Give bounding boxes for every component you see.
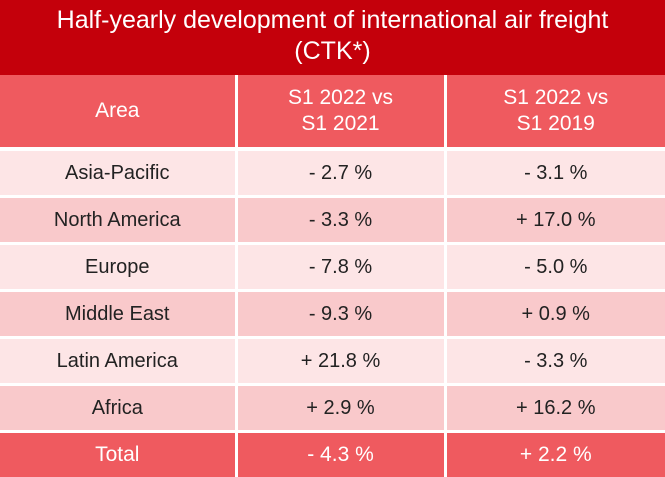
cell-vs-2019: + 0.9 % (445, 291, 665, 338)
header-area: Area (0, 75, 236, 149)
total-vs-2019: + 2.2 % (445, 432, 665, 477)
cell-vs-2021: - 2.7 % (236, 149, 445, 197)
table-row: Middle East - 9.3 % + 0.9 % (0, 291, 665, 338)
table-row: Africa + 2.9 % + 16.2 % (0, 385, 665, 432)
header-vs-2019-line1: S1 2022 vs (447, 85, 665, 111)
cell-vs-2019: + 17.0 % (445, 197, 665, 244)
cell-vs-2019: - 5.0 % (445, 244, 665, 291)
cell-vs-2019: + 16.2 % (445, 385, 665, 432)
table-row: North America - 3.3 % + 17.0 % (0, 197, 665, 244)
cell-area: Africa (0, 385, 236, 432)
title-line-1: Half-yearly development of international… (0, 5, 665, 36)
table-title: Half-yearly development of international… (0, 0, 665, 75)
header-row: Area S1 2022 vs S1 2021 S1 2022 vs S1 20… (0, 75, 665, 149)
total-row: Total - 4.3 % + 2.2 % (0, 432, 665, 477)
header-vs-2021-line1: S1 2022 vs (238, 85, 444, 111)
cell-area: Europe (0, 244, 236, 291)
table-row: Latin America + 21.8 % - 3.3 % (0, 338, 665, 385)
cell-vs-2021: - 3.3 % (236, 197, 445, 244)
cell-vs-2019: - 3.3 % (445, 338, 665, 385)
table-row: Asia-Pacific - 2.7 % - 3.1 % (0, 149, 665, 197)
header-area-label: Area (95, 99, 139, 122)
table-row: Europe - 7.8 % - 5.0 % (0, 244, 665, 291)
title-line-2: (CTK*) (0, 36, 665, 67)
cell-area: Middle East (0, 291, 236, 338)
header-vs-2019: S1 2022 vs S1 2019 (445, 75, 665, 149)
air-freight-table: Area S1 2022 vs S1 2021 S1 2022 vs S1 20… (0, 75, 665, 477)
cell-vs-2021: - 9.3 % (236, 291, 445, 338)
header-vs-2021: S1 2022 vs S1 2021 (236, 75, 445, 149)
cell-area: Latin America (0, 338, 236, 385)
header-vs-2019-line2: S1 2019 (447, 111, 665, 137)
cell-vs-2021: - 7.8 % (236, 244, 445, 291)
header-vs-2021-line2: S1 2021 (238, 111, 444, 137)
total-vs-2021: - 4.3 % (236, 432, 445, 477)
cell-area: Asia-Pacific (0, 149, 236, 197)
total-area: Total (0, 432, 236, 477)
cell-vs-2021: + 2.9 % (236, 385, 445, 432)
cell-vs-2021: + 21.8 % (236, 338, 445, 385)
cell-area: North America (0, 197, 236, 244)
cell-vs-2019: - 3.1 % (445, 149, 665, 197)
